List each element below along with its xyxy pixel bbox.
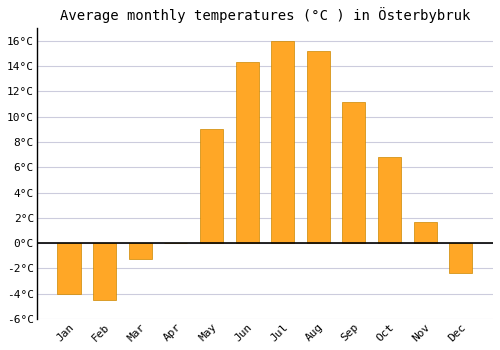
Bar <box>306 51 330 243</box>
Title: Average monthly temperatures (°C ) in Österbybruk: Average monthly temperatures (°C ) in Ös… <box>60 7 470 23</box>
Bar <box>414 222 436 243</box>
Bar <box>449 243 472 273</box>
Bar <box>236 62 258 243</box>
Bar <box>128 243 152 259</box>
Bar <box>342 102 365 243</box>
Bar <box>378 157 401 243</box>
Bar <box>200 130 223 243</box>
Bar <box>93 243 116 300</box>
Bar <box>271 41 294 243</box>
Bar <box>58 243 80 294</box>
